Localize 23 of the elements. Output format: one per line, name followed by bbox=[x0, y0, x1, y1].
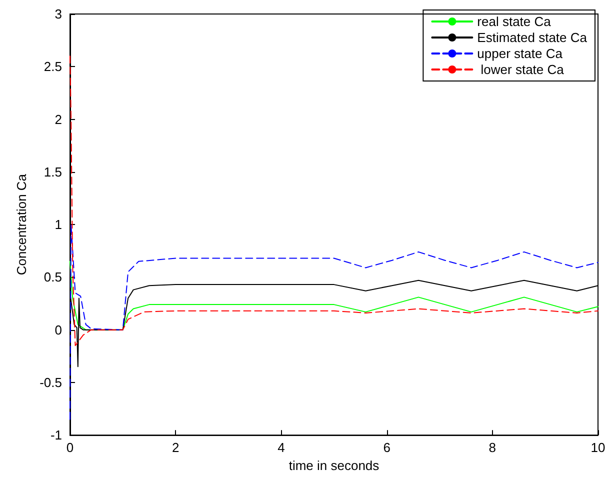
x-tick-label: 2 bbox=[172, 440, 180, 456]
legend-label: real state Ca bbox=[477, 14, 552, 29]
y-tick-label: 2 bbox=[54, 112, 62, 127]
y-tick-label: 3 bbox=[54, 6, 62, 22]
x-tick-label: 10 bbox=[590, 440, 606, 456]
y-axis-title: Concentration Ca bbox=[14, 173, 29, 276]
y-tick-label: -0.5 bbox=[40, 374, 62, 390]
legend-label: lower state Ca bbox=[477, 62, 565, 77]
x-tick-label: 0 bbox=[66, 440, 74, 456]
y-tick-label: 0.5 bbox=[44, 270, 62, 285]
x-tick-label: 6 bbox=[383, 440, 390, 456]
x-tick-label: 4 bbox=[278, 440, 285, 456]
y-tick-label: 1 bbox=[54, 217, 62, 232]
y-tick-label: 1.5 bbox=[44, 164, 62, 180]
y-tick-label: 0 bbox=[54, 322, 62, 338]
x-tick-label: 8 bbox=[488, 440, 496, 456]
y-tick-label: -1 bbox=[50, 428, 62, 443]
legend-label: Estimated state Ca bbox=[477, 30, 588, 45]
legend-label: upper state Ca bbox=[477, 46, 564, 61]
x-axis-title: time in seconds bbox=[288, 458, 380, 473]
y-tick-label: 2.5 bbox=[44, 59, 62, 74]
line-series bbox=[70, 260, 598, 330]
line-series bbox=[70, 224, 598, 420]
